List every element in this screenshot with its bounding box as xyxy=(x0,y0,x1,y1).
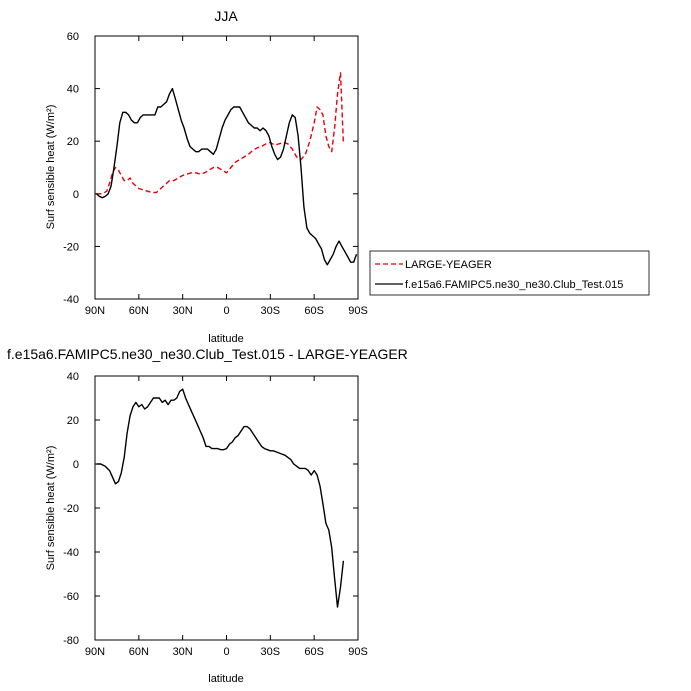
series-line-0-0 xyxy=(96,72,345,195)
y-tick-label: -80 xyxy=(63,635,79,647)
x-tick-label: 60S xyxy=(304,646,324,658)
legend-label-club-test: f.e15a6.FAMIPC5.ne30_ne30.Club_Test.015 xyxy=(405,279,623,291)
bottom-panel: f.e15a6.FAMIPC5.ne30_ne30.Club_Test.015 … xyxy=(7,346,408,685)
y-tick-label: 60 xyxy=(67,31,79,43)
top-panel-title: JJA xyxy=(214,8,238,24)
y-tick-label: -60 xyxy=(63,591,79,603)
y-tick-label: 20 xyxy=(67,415,79,427)
bottom-panel-xlabel: latitude xyxy=(208,673,243,685)
series-line-1-0 xyxy=(96,388,345,608)
x-tick-label: 0 xyxy=(223,305,229,317)
x-tick-label: 90S xyxy=(348,646,368,658)
top-panel-ticks: 90N 60N 30N 0 30S 60S 90S -40 -20 0 20 40 60 xyxy=(63,31,368,317)
x-tick-label: 30S xyxy=(261,646,281,658)
y-tick-label: 0 xyxy=(73,459,79,471)
x-tick-label: 90S xyxy=(348,305,368,317)
x-tick-label: 60N xyxy=(129,646,149,658)
x-tick-label: 30N xyxy=(173,305,193,317)
bottom-panel-title: f.e15a6.FAMIPC5.ne30_ne30.Club_Test.015 … xyxy=(7,346,408,362)
bottom-panel-ylabel: Surf sensible heat (W/m²) xyxy=(45,446,57,571)
y-tick-label: 40 xyxy=(67,84,79,96)
x-tick-label: 60N xyxy=(129,305,149,317)
top-panel-ylabel: Surf sensible heat (W/m²) xyxy=(45,105,57,230)
bottom-panel-ticks: 90N 60N 30N 0 30S 60S 90S -80 -60 -40 -20 0 20 40 xyxy=(63,371,368,658)
x-tick-label: 60S xyxy=(304,305,324,317)
y-tick-label: -40 xyxy=(63,294,79,306)
top-panel-frame xyxy=(94,35,359,300)
x-tick-label: 90N xyxy=(85,646,105,658)
y-tick-label: 40 xyxy=(67,371,79,383)
y-tick-label: -20 xyxy=(63,503,79,515)
legend-label-large-yeager: LARGE-YEAGER xyxy=(405,259,492,271)
bottom-panel-frame xyxy=(94,375,359,641)
top-panel-series xyxy=(96,72,358,266)
x-tick-label: 30N xyxy=(173,646,193,658)
top-panel: JJA 90N 60N 30N 0 30S 60S 90S -40 -20 0 20 40 60 lat… xyxy=(45,8,650,345)
x-tick-label: 0 xyxy=(223,646,229,658)
legend-box xyxy=(369,250,650,296)
x-tick-label: 30S xyxy=(261,305,281,317)
bottom-panel-series xyxy=(96,388,345,608)
x-tick-label: 90N xyxy=(85,305,105,317)
top-panel-xlabel: latitude xyxy=(208,333,243,345)
y-tick-label: -20 xyxy=(63,241,79,253)
series-line-0-1 xyxy=(96,87,358,266)
y-tick-label: 0 xyxy=(73,189,79,201)
y-tick-label: 20 xyxy=(67,136,79,148)
y-tick-label: -40 xyxy=(63,547,79,559)
legend: LARGE-YEAGER f.e15a6.FAMIPC5.ne30_ne30.C… xyxy=(369,250,650,296)
